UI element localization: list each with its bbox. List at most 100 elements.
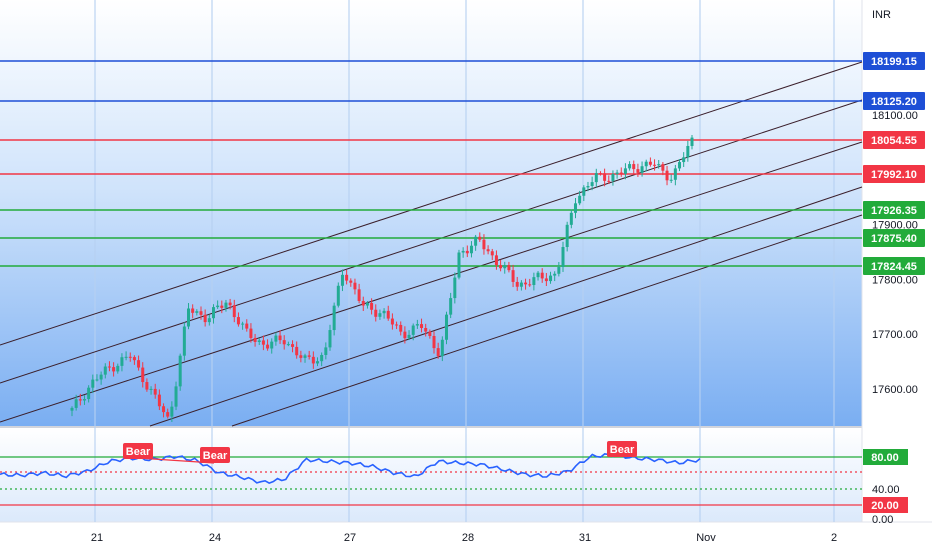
candle-body — [636, 169, 640, 173]
candle-body — [420, 324, 424, 329]
candle-body — [428, 331, 432, 336]
candle-body — [137, 360, 141, 368]
candle-body — [162, 406, 166, 413]
candle-body — [228, 302, 232, 306]
candle-body — [107, 366, 111, 368]
candle-body — [241, 323, 245, 325]
price-tick-label: 18100.00 — [872, 110, 918, 122]
candle-body — [486, 249, 490, 252]
candle-body — [678, 162, 682, 169]
level-tag-label: 18125.20 — [871, 96, 917, 108]
candle-body — [640, 166, 644, 173]
channel-line — [149, 186, 863, 427]
candle-body — [274, 335, 278, 342]
candle-body — [74, 399, 78, 408]
candle-body — [266, 344, 270, 349]
candle-body — [603, 173, 607, 181]
candle-body — [686, 145, 690, 158]
candle-body — [328, 330, 332, 348]
candle-body — [316, 361, 320, 364]
bear-label-bg — [200, 447, 230, 463]
candle-body — [561, 247, 565, 268]
candle-body — [619, 172, 623, 174]
vertical-grid — [94, 0, 835, 522]
candle-body — [128, 356, 132, 358]
candle-body — [553, 273, 557, 276]
candle-body — [270, 341, 274, 349]
candle-body — [203, 314, 207, 323]
time-tick-label: 24 — [209, 532, 221, 544]
candle-body — [648, 161, 652, 165]
rsi-level-tag-bg — [863, 449, 908, 465]
candle-body — [690, 137, 694, 146]
candle-body — [99, 374, 103, 380]
candles — [70, 134, 694, 422]
candle-body — [461, 250, 465, 253]
candle-body — [257, 340, 261, 342]
price-tick-label: 17600.00 — [872, 384, 918, 396]
candle-body — [415, 324, 419, 326]
candle-body — [120, 357, 124, 366]
level-tag-bg — [863, 92, 925, 110]
level-tag-bg — [863, 229, 925, 247]
candle-body — [544, 278, 548, 282]
candle-body — [499, 265, 503, 269]
candle-body — [224, 302, 228, 308]
candle-body — [207, 318, 211, 323]
candle-body — [511, 270, 515, 282]
candle-body — [370, 302, 374, 310]
level-tag-label: 17824.45 — [871, 261, 917, 273]
candle-body — [286, 344, 290, 346]
time-axis-ticks: 21 24 27 28 31 Nov 2 — [91, 532, 837, 544]
bear-label: Bear — [126, 446, 151, 458]
candle-body — [299, 355, 303, 358]
candle-body — [345, 274, 349, 281]
price-tick-label: 17800.00 — [872, 274, 918, 286]
candle-body — [407, 334, 411, 339]
candle-body — [578, 195, 582, 204]
candle-body — [482, 239, 486, 250]
level-tag-label: 17926.35 — [871, 205, 917, 217]
rsi-pane-background — [0, 428, 862, 522]
candle-body — [157, 394, 161, 407]
candle-body — [332, 305, 336, 331]
candle-body — [490, 251, 494, 256]
candle-body — [440, 339, 444, 357]
candle-body — [216, 305, 220, 308]
candle-body — [149, 388, 153, 390]
candle-body — [232, 305, 236, 318]
rsi-tick-label: 0.00 — [872, 514, 893, 526]
candle-body — [628, 164, 632, 169]
candle-body — [103, 366, 107, 375]
time-axis-background — [0, 522, 932, 550]
candle-body — [611, 174, 615, 181]
level-tag-label: 18199.15 — [871, 56, 917, 68]
candle-body — [403, 331, 407, 339]
candle-body — [469, 245, 473, 254]
candle-body — [153, 388, 157, 395]
candle-body — [390, 318, 394, 325]
candle-body — [474, 236, 478, 246]
candle-body — [557, 267, 561, 274]
time-tick-label: 2 — [831, 532, 837, 544]
candle-body — [424, 328, 428, 332]
candle-body — [573, 203, 577, 213]
candle-body — [653, 164, 657, 166]
candle-body — [199, 311, 203, 315]
bear-label-bg — [607, 441, 637, 457]
candle-body — [145, 382, 149, 390]
candle-body — [365, 302, 369, 306]
candle-body — [236, 317, 240, 325]
candle-body — [178, 355, 182, 387]
candle-body — [411, 325, 415, 335]
time-tick-label: Nov — [696, 532, 716, 544]
time-tick-label: 31 — [579, 532, 591, 544]
candle-body — [170, 406, 174, 417]
candle-body — [187, 308, 191, 327]
candle-body — [245, 323, 249, 329]
candle-body — [378, 313, 382, 317]
candle-body — [78, 399, 82, 401]
candle-body — [70, 407, 74, 411]
candle-body — [174, 386, 178, 407]
